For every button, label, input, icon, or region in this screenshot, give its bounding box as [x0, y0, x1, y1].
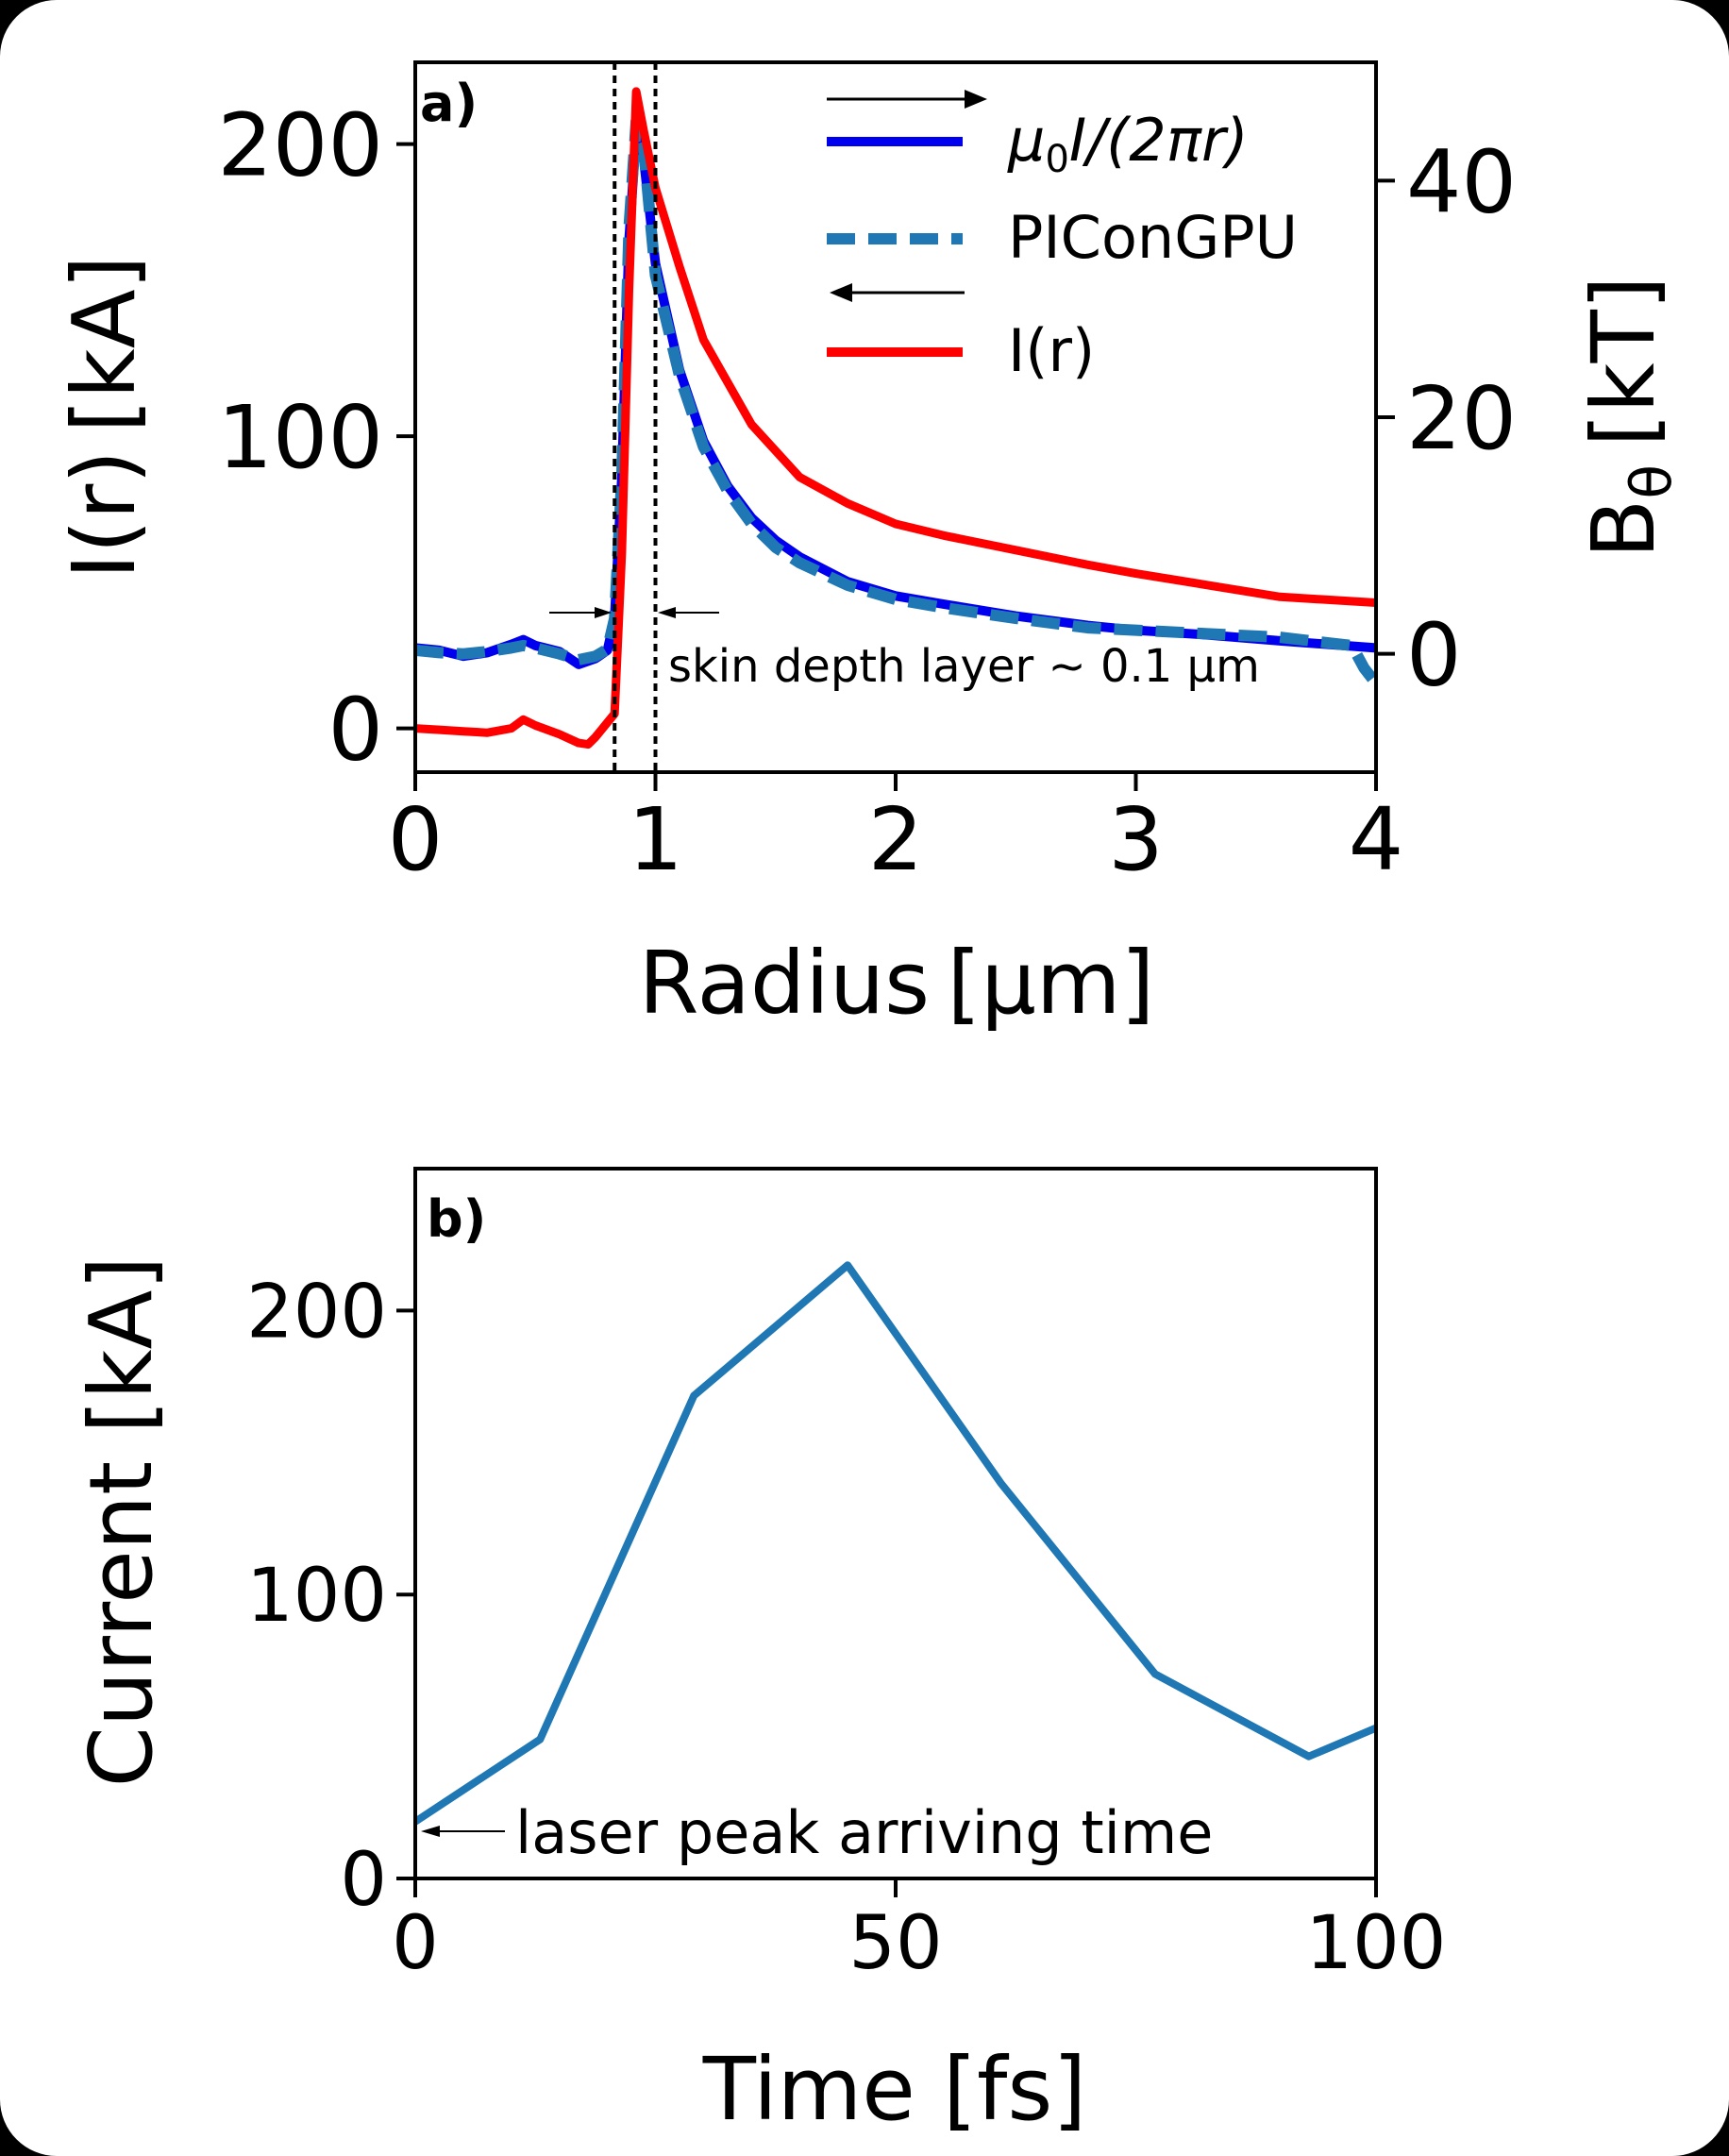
- panel-b-ytick-label: 0: [340, 1838, 387, 1923]
- laser-peak-annotation: laser peak arriving time: [421, 1798, 1213, 1867]
- panel-a-ytick-left-label: 0: [327, 680, 383, 781]
- panel-a-ytick-left-label: 100: [217, 387, 383, 488]
- series-picongpu-line: [414, 115, 1381, 687]
- laser-peak-text: laser peak arriving time: [515, 1798, 1213, 1867]
- panel-b: 0 50 100 0 100 200 b) laser peak arriving tim…: [71, 1167, 1446, 2140]
- panel-a-label: a): [420, 74, 478, 133]
- panel-b-ytick-label: 100: [246, 1554, 387, 1639]
- panel-a-xlabel: Radius [μm]: [639, 933, 1155, 1034]
- panel-a-ylabel-left: I(r) [kA]: [54, 255, 155, 579]
- panel-b-ylabel: Current [kA]: [71, 1256, 172, 1788]
- series-current-line: [412, 1261, 1378, 1826]
- panel-b-xtick-label: 0: [392, 1901, 439, 1986]
- skin-arrow-left-icon: [595, 607, 612, 618]
- panel-a-ytick-left-label: 200: [217, 95, 383, 196]
- skin-arrow-right-icon: [658, 607, 676, 618]
- legend-label-ir: I(r): [1008, 316, 1095, 385]
- panel-a-xtick-label: 3: [1108, 789, 1164, 890]
- panel-b-xtick-label: 50: [848, 1901, 942, 1986]
- series-ir-line: [414, 87, 1377, 750]
- legend-label-mu0: μ0I/(2πr): [1007, 106, 1249, 181]
- panel-a-legend: μ0I/(2πr) PIConGPU I(r): [827, 90, 1298, 385]
- panel-a-xtick-label: 4: [1349, 789, 1404, 890]
- panel-b-ytick-label: 200: [246, 1270, 387, 1355]
- panel-b-series: [412, 1261, 1378, 1826]
- panel-b-xtick-label: 100: [1306, 1901, 1447, 1986]
- panel-b-ticks: 0 50 100 0 100 200: [246, 1270, 1446, 1986]
- laser-arrow-icon: [421, 1826, 440, 1837]
- panel-a-ytick-right-label: 0: [1406, 605, 1462, 706]
- panel-a-ytick-right-label: 20: [1406, 368, 1517, 469]
- panel-a-ytick-right-label: 40: [1406, 131, 1517, 232]
- legend-arrow-right-icon: [965, 90, 987, 109]
- panel-b-xlabel: Time [fs]: [702, 2039, 1087, 2140]
- skin-depth-annotation: skin depth layer ~ 0.1 μm: [549, 607, 1260, 693]
- panel-a-xtick-label: 0: [388, 789, 444, 890]
- legend-label-picongpu: PIConGPU: [1008, 203, 1298, 272]
- panel-a-xtick-label: 1: [628, 789, 683, 890]
- skin-depth-text: skin depth layer ~ 0.1 μm: [668, 640, 1260, 693]
- panel-a-series: [414, 87, 1381, 750]
- panel-b-label: b): [427, 1189, 486, 1249]
- legend-arrow-left-icon: [830, 283, 852, 302]
- panel-a-xtick-label: 2: [868, 789, 924, 890]
- panel-a-ylabel-right: Bθ [kT]: [1573, 276, 1685, 558]
